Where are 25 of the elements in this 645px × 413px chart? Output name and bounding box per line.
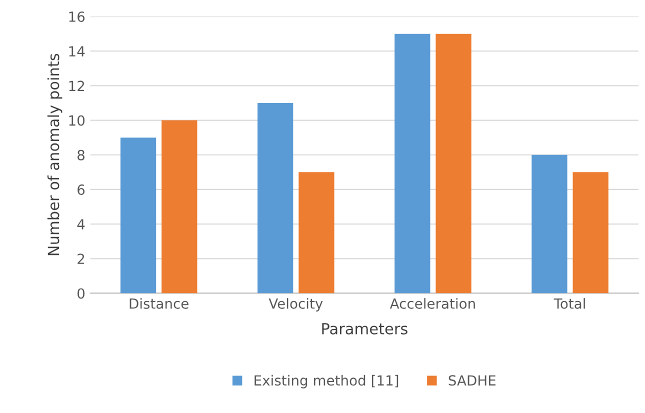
x-axis-title: Parameters [322, 323, 408, 334]
y-tick-label: 2 [78, 254, 84, 264]
y-tick-label: 8 [78, 150, 84, 160]
bar [436, 34, 472, 294]
bar [532, 154, 568, 294]
y-tick-label: 10 [69, 115, 85, 126]
bar [572, 172, 608, 294]
bar [298, 172, 334, 294]
x-tick-label: Distance [130, 298, 188, 309]
y-tick-label: 4 [77, 219, 85, 230]
x-tick-label: Acceleration [390, 298, 475, 309]
x-tick-label: Velocity [268, 298, 323, 312]
y-axis-title: Number of anomaly points [47, 54, 62, 256]
y-tick-label: 6 [78, 184, 85, 195]
bar [394, 34, 430, 294]
bar [258, 102, 294, 294]
y-tick-label: 14 [69, 46, 85, 56]
y-tick-label: 16 [69, 11, 85, 22]
legend-label: SADHE [448, 375, 496, 386]
legend-label: Existing method [11] [254, 374, 398, 388]
bar [162, 120, 198, 294]
y-tick-label: 12 [69, 80, 84, 91]
y-tick-label: 0 [78, 288, 85, 299]
x-tick-label: Total [554, 298, 585, 309]
bar [120, 138, 156, 294]
